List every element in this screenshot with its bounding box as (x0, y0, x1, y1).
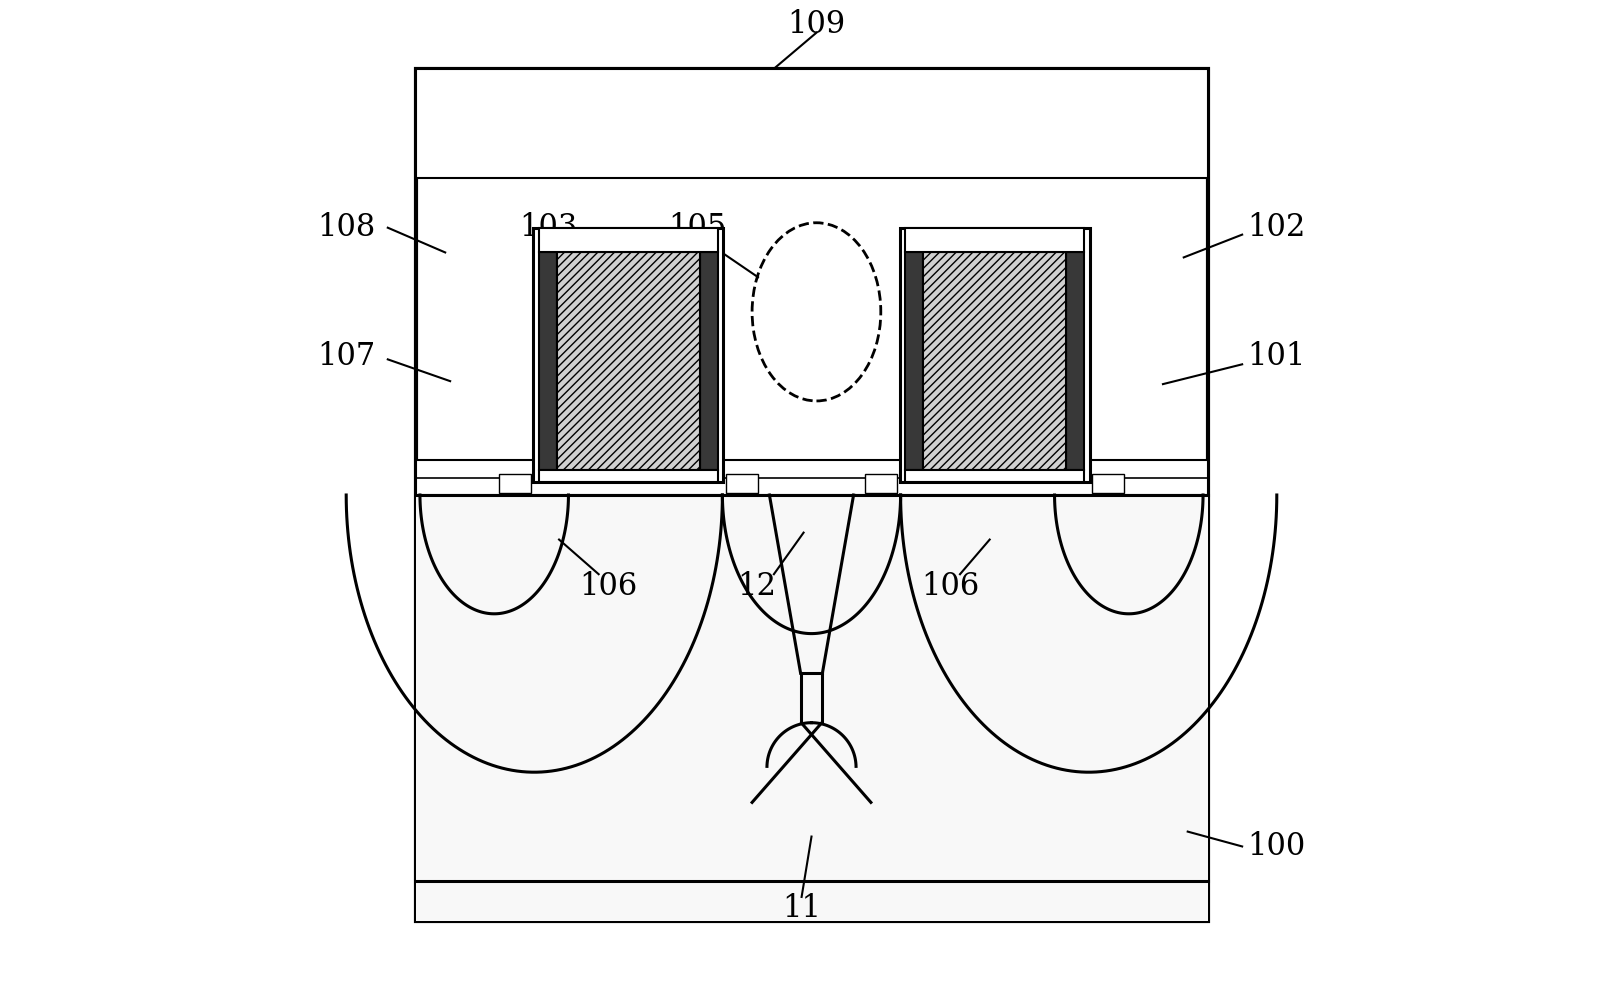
Text: 109: 109 (787, 9, 846, 41)
Bar (906, 470, 1084, 482)
Text: 108: 108 (318, 212, 377, 244)
Bar (415, 460, 1208, 495)
Bar (906, 228, 1084, 252)
Text: 106: 106 (920, 570, 979, 602)
Bar (557, 252, 700, 470)
Bar (415, 69, 1208, 178)
Bar (539, 470, 717, 482)
Bar (1092, 474, 1123, 493)
Bar (539, 228, 717, 252)
Bar (1066, 252, 1084, 470)
Text: 12: 12 (737, 570, 776, 602)
Bar (906, 252, 923, 470)
Bar (534, 228, 724, 482)
Bar (539, 252, 557, 470)
Bar (865, 474, 898, 493)
Bar (415, 69, 1208, 921)
Text: 106: 106 (579, 570, 638, 602)
Text: 105: 105 (669, 212, 727, 244)
Bar (415, 495, 1208, 921)
Bar (700, 252, 717, 470)
Text: 11: 11 (782, 893, 821, 925)
Text: 102: 102 (1246, 212, 1305, 244)
Bar (500, 474, 531, 493)
Text: 107: 107 (318, 341, 377, 372)
Bar (725, 474, 758, 493)
Bar (899, 228, 1089, 482)
Text: 100: 100 (1246, 831, 1305, 862)
Text: 101: 101 (1246, 341, 1305, 372)
Text: 103: 103 (519, 212, 578, 244)
Bar (923, 252, 1066, 470)
